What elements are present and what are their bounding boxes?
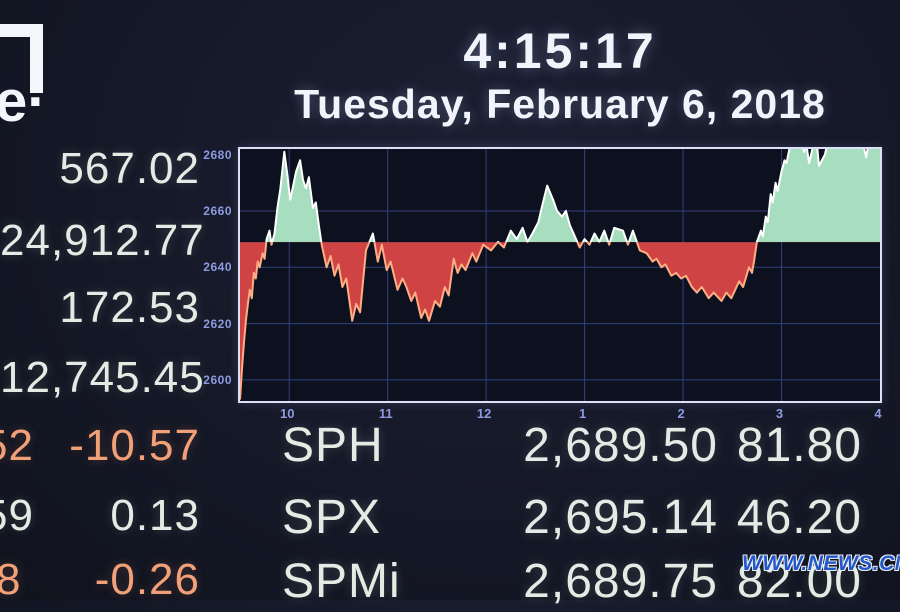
ticker-change: 46.20 (736, 491, 862, 544)
index-value-fragment: 52 (0, 421, 34, 470)
exchange-logo-corner-icon (0, 24, 43, 93)
ticker-symbol: SPMi (282, 555, 401, 608)
index-value: 172.53 (59, 283, 200, 332)
y-axis-tick-label: 2680 (203, 147, 232, 162)
x-axis-tick-label: 4 (874, 406, 882, 421)
ticker-row: SPX 2,695.14 46.20 (238, 490, 862, 548)
x-axis-tick-label: 11 (378, 406, 393, 421)
x-axis-tick-label: 2 (677, 406, 685, 421)
y-axis-tick-label: 2600 (203, 372, 232, 387)
index-change-negative: -10.57 (69, 421, 200, 470)
clock-time: 4:15:17 (463, 23, 657, 79)
ticker-row: SPMi 2,689.75 82.00 (238, 554, 862, 612)
x-axis-tick-label: 3 (775, 406, 784, 421)
x-axis-tick-label: 10 (279, 406, 295, 421)
x-axis-tick-label: 1 (578, 406, 587, 421)
intraday-chart (238, 147, 882, 403)
index-value: 12,745.45 (0, 353, 205, 402)
ticker-symbol: SPH (282, 419, 384, 472)
ticker-change: 82.00 (736, 555, 862, 608)
ticker-change: 81.80 (736, 419, 862, 472)
ticker-price: 2,689.50 (523, 419, 718, 472)
x-axis-tick-label: 12 (476, 406, 492, 421)
clock-date: Tuesday, February 6, 2018 (294, 81, 826, 127)
index-value-fragment: 59 (0, 491, 34, 540)
y-axis-tick-label: 2660 (203, 203, 232, 218)
ticker-price: 2,689.75 (523, 555, 718, 608)
index-change-positive: 0.13 (110, 491, 200, 540)
index-value-fragment: 8 (0, 555, 22, 604)
ticker-row: SPH 2,689.50 81.80 (238, 418, 862, 476)
y-axis-tick-label: 2640 (203, 260, 232, 275)
intraday-chart-svg (240, 149, 880, 401)
index-value: 24,912.77 (0, 216, 205, 265)
index-change-negative: -0.26 (94, 555, 200, 604)
y-axis-tick-label: 2620 (203, 316, 232, 331)
ticker-symbol: SPX (282, 491, 382, 544)
ticker-price: 2,695.14 (523, 491, 718, 544)
watermark: WWW.NEWS.CN (742, 552, 900, 575)
index-value: 567.02 (59, 144, 200, 193)
exchange-logo-fragment: e· (0, 69, 47, 134)
clock-block: 4:15:17 Tuesday, February 6, 2018 (230, 22, 890, 128)
